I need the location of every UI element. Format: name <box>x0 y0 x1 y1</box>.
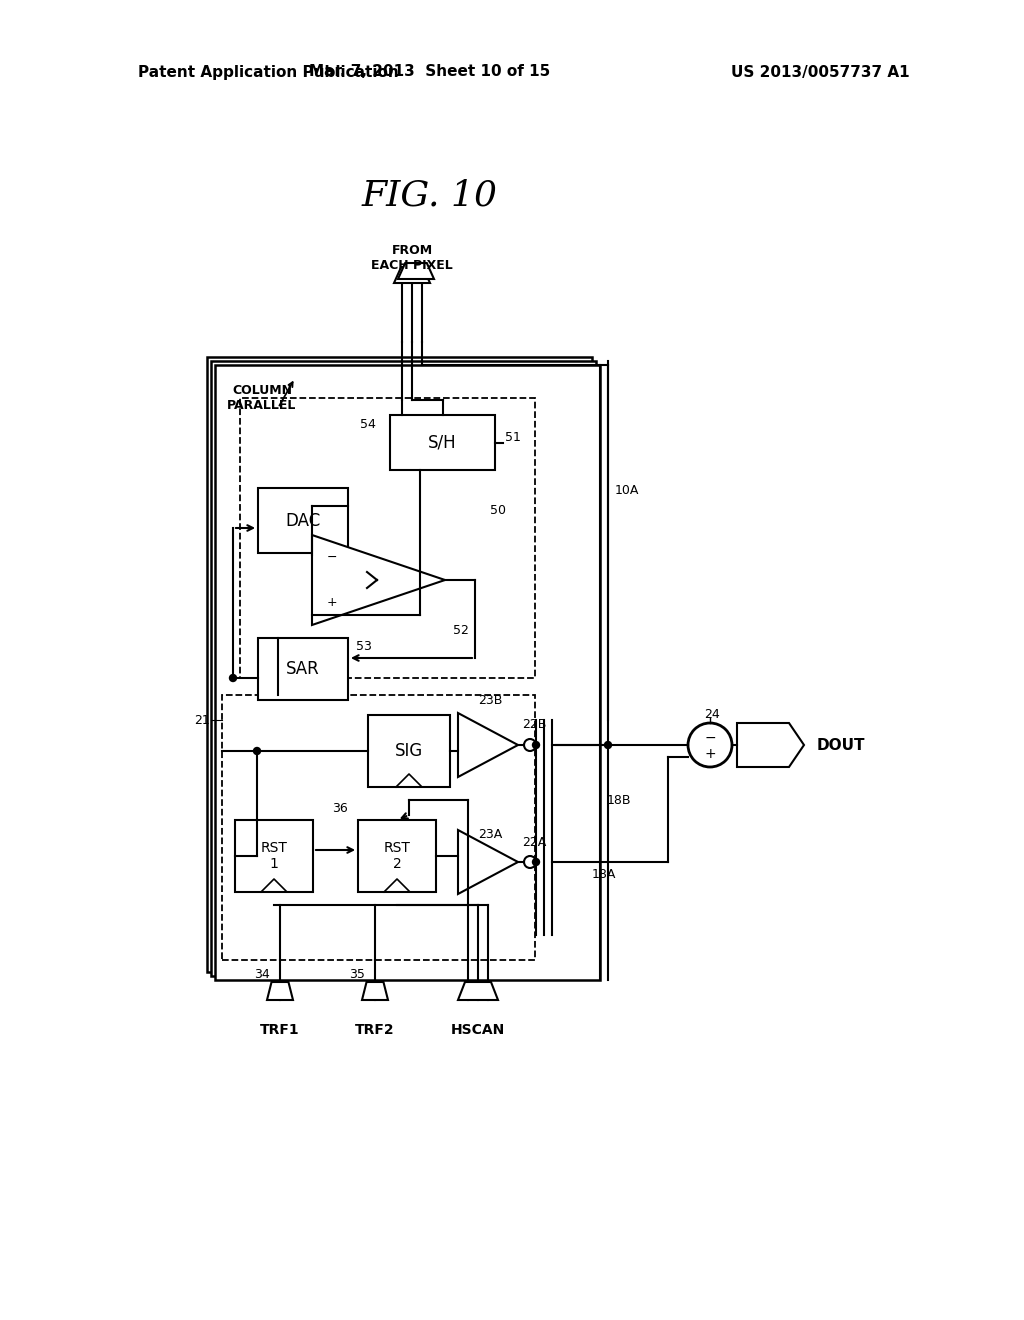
Polygon shape <box>458 982 498 1001</box>
Bar <box>234 820 313 892</box>
Bar <box>390 414 495 470</box>
Bar <box>207 356 592 972</box>
Bar <box>215 366 600 979</box>
Text: −: − <box>327 550 337 564</box>
Circle shape <box>532 858 540 866</box>
Text: −: − <box>705 731 716 744</box>
Text: 23A: 23A <box>478 829 502 842</box>
Bar <box>258 638 348 700</box>
Polygon shape <box>458 830 518 894</box>
Bar <box>222 696 535 960</box>
Text: +: + <box>327 597 337 610</box>
Text: TRF1: TRF1 <box>260 1023 300 1038</box>
Text: 18B: 18B <box>607 793 632 807</box>
Polygon shape <box>312 535 445 624</box>
Text: FIG. 10: FIG. 10 <box>362 178 498 213</box>
Text: 22A: 22A <box>522 836 546 849</box>
Text: 54: 54 <box>360 418 376 432</box>
Text: 23B: 23B <box>478 693 502 706</box>
Text: 35: 35 <box>349 969 365 982</box>
Text: 22B: 22B <box>522 718 546 731</box>
Circle shape <box>254 747 260 755</box>
Text: 10A: 10A <box>615 483 639 496</box>
Text: +: + <box>705 747 716 762</box>
Text: 51: 51 <box>505 432 521 444</box>
Bar <box>258 488 348 553</box>
Text: FROM
EACH PIXEL: FROM EACH PIXEL <box>371 244 453 272</box>
Bar <box>358 820 436 892</box>
Text: 18A: 18A <box>592 869 616 882</box>
Text: 52: 52 <box>453 623 469 636</box>
Polygon shape <box>398 263 434 279</box>
Text: SIG: SIG <box>395 742 423 760</box>
Polygon shape <box>458 713 518 777</box>
Bar <box>240 399 535 678</box>
Circle shape <box>604 742 611 748</box>
Text: RST
2: RST 2 <box>384 841 411 871</box>
Text: Patent Application Publication: Patent Application Publication <box>138 65 398 79</box>
Text: SAR: SAR <box>286 660 319 678</box>
Text: HSCAN: HSCAN <box>451 1023 505 1038</box>
Bar <box>211 360 596 975</box>
Polygon shape <box>737 723 804 767</box>
Polygon shape <box>394 267 430 282</box>
Text: DOUT: DOUT <box>817 738 865 752</box>
Text: S/H: S/H <box>428 433 457 451</box>
Polygon shape <box>267 982 293 1001</box>
Text: 36: 36 <box>332 801 348 814</box>
Text: 50: 50 <box>490 503 506 516</box>
Text: Mar. 7, 2013  Sheet 10 of 15: Mar. 7, 2013 Sheet 10 of 15 <box>309 65 551 79</box>
Circle shape <box>532 742 540 748</box>
Polygon shape <box>362 982 388 1001</box>
Text: DAC: DAC <box>286 511 321 529</box>
Text: 53: 53 <box>356 639 372 652</box>
Text: 24: 24 <box>705 709 720 722</box>
Text: RST
1: RST 1 <box>260 841 288 871</box>
Circle shape <box>229 675 237 681</box>
Text: US 2013/0057737 A1: US 2013/0057737 A1 <box>731 65 909 79</box>
Text: TRF2: TRF2 <box>355 1023 395 1038</box>
Text: 21: 21 <box>195 714 210 726</box>
Bar <box>368 715 450 787</box>
Text: COLUMN
PARALLEL: COLUMN PARALLEL <box>227 384 297 412</box>
Text: 34: 34 <box>254 969 270 982</box>
